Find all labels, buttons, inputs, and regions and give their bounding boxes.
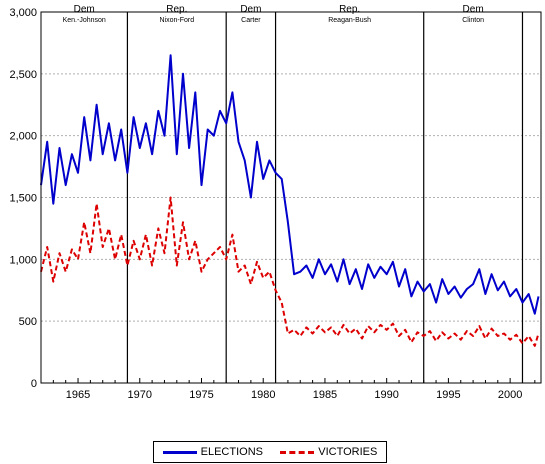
series-lines [40,54,540,347]
x-tick-label: 1970 [128,389,152,401]
administration-name-label: Reagan-Bush [328,17,371,24]
legend-label-elections: ELECTIONS [200,446,263,458]
legend-line-elections [162,450,197,454]
series-line-victories [40,196,540,347]
y-tick-label: 1,000 [9,254,37,266]
administration-name-label: Ken.-Johnson [63,17,106,24]
administration-party-label: Dem [74,4,95,15]
chart: Dem Ken.-Johnson Rep. Nixon-Ford Dem Carter Re… [9,4,542,401]
y-tick-label: 1,500 [9,193,37,205]
legend-line-victories [280,450,315,454]
legend: ELECTIONS VICTORIES [153,441,387,463]
administration-name-label: Clinton [462,17,484,24]
plot-frame [40,11,542,384]
x-tick-label: 1975 [189,389,213,401]
legend-item-elections: ELECTIONS [162,446,263,458]
x-tick-label: 1985 [313,389,337,401]
axes: 0 500 1,000 1,500 2,000 2,500 3,000 1965 1970 197… [9,7,542,401]
administration-party-label: Dem [463,4,484,15]
x-tick-label: 2000 [498,389,522,401]
x-tick-label: 1990 [374,389,398,401]
y-tick-label: 2,000 [9,131,37,143]
y-tick-label: 2,500 [9,69,37,81]
administration-party-label: Dem [240,4,261,15]
administration-name-label: Nixon-Ford [159,17,194,24]
legend-item-victories: VICTORIES [280,446,377,458]
administration-name-label: Carter [241,17,261,24]
gridlines [41,73,541,322]
administration-party-label: Rep. [339,4,360,15]
x-tick-label: 1995 [436,389,460,401]
y-tick-label: 0 [31,378,37,390]
x-tick-label: 1965 [66,389,90,401]
x-tick-label: 1980 [251,389,275,401]
y-tick-label: 3,000 [9,7,37,19]
administration-labels: Dem Ken.-Johnson Rep. Nixon-Ford Dem Carter Re… [63,4,524,383]
legend-label-victories: VICTORIES [318,446,378,458]
series-line-elections [40,54,540,315]
y-tick-label: 500 [19,316,37,328]
administration-party-label: Rep. [166,4,187,15]
